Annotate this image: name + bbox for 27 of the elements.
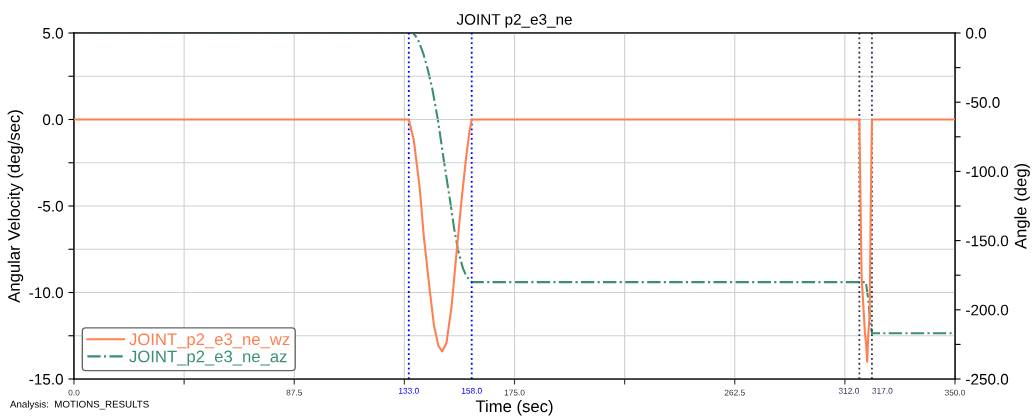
y2-tick-label: -200.0 bbox=[966, 304, 1009, 316]
y-tick-label: 5.0 bbox=[42, 27, 63, 39]
y2-axis-title: Angle (deg) bbox=[1014, 163, 1030, 250]
x-tick-label: 175.0 bbox=[504, 389, 525, 396]
y-tick-label: -5.0 bbox=[37, 200, 63, 212]
text: Analysis: MOTIONS_RESULTS bbox=[10, 400, 149, 410]
y2-tick-label: -250.0 bbox=[966, 373, 1009, 385]
y-tick-label: 0.0 bbox=[42, 114, 63, 126]
y2-tick-label: 0.0 bbox=[966, 27, 987, 39]
y2-tick-label: -150.0 bbox=[966, 235, 1009, 247]
chart-title: JOINT p2_e3_ne bbox=[456, 14, 572, 28]
y-axis-title: Angular Velocity (deg/sec) bbox=[7, 110, 24, 303]
ref-line-label: 312.0 bbox=[838, 387, 860, 394]
ref-line-label: 158.0 bbox=[461, 387, 482, 394]
ref-line-label: 317.0 bbox=[872, 387, 893, 394]
y2-tick-label: -100.0 bbox=[966, 166, 1009, 178]
legend-label: JOINT_p2_e3_ne_az bbox=[129, 350, 287, 366]
y2-tick-label: -50.0 bbox=[966, 97, 1000, 108]
ref-line-label: 133.0 bbox=[398, 387, 419, 394]
x-tick-label: 350.0 bbox=[944, 389, 966, 396]
legend-label: JOINT_p2_e3_ne_wz bbox=[129, 333, 290, 349]
x-tick-label: 0.0 bbox=[68, 389, 80, 396]
y-tick-label: -10.0 bbox=[29, 287, 63, 299]
x-tick-label: 262.5 bbox=[724, 389, 745, 396]
y-tick-label: -15.0 bbox=[29, 373, 63, 385]
x-tick-label: 87.5 bbox=[286, 389, 303, 396]
x-axis-title: Time (sec) bbox=[475, 399, 553, 416]
